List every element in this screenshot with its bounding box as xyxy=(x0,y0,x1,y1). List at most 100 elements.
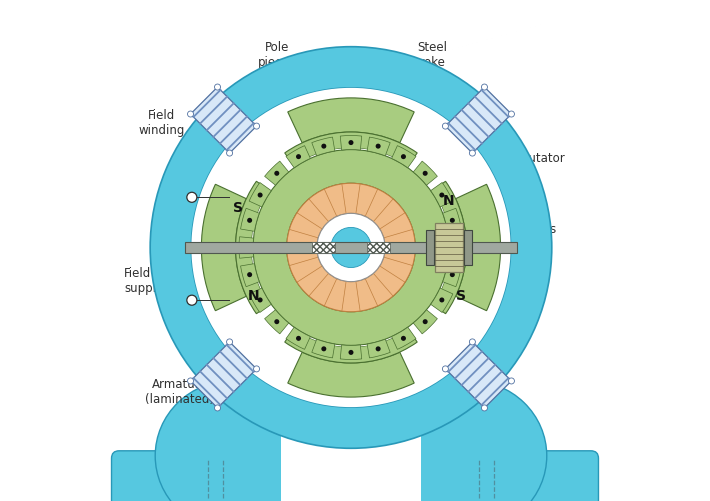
Circle shape xyxy=(401,155,406,160)
Wedge shape xyxy=(432,182,466,314)
Text: +: + xyxy=(172,191,182,204)
Text: Conductors
in slots: Conductors in slots xyxy=(445,223,557,251)
Circle shape xyxy=(258,298,263,303)
Wedge shape xyxy=(285,329,417,363)
Wedge shape xyxy=(249,289,271,313)
Wedge shape xyxy=(413,162,437,186)
Wedge shape xyxy=(236,182,270,314)
Wedge shape xyxy=(392,328,416,350)
Ellipse shape xyxy=(155,381,311,501)
Circle shape xyxy=(422,171,427,176)
Text: N: N xyxy=(247,289,259,303)
Text: N: N xyxy=(443,193,454,207)
Wedge shape xyxy=(442,264,462,287)
Circle shape xyxy=(251,149,450,347)
Wedge shape xyxy=(442,209,462,232)
Text: Field
supply: Field supply xyxy=(124,267,163,295)
Circle shape xyxy=(244,245,248,250)
Circle shape xyxy=(439,193,444,198)
Circle shape xyxy=(214,405,221,411)
Circle shape xyxy=(349,141,354,146)
Circle shape xyxy=(450,218,455,223)
Circle shape xyxy=(481,85,488,91)
Wedge shape xyxy=(449,237,463,259)
Wedge shape xyxy=(285,133,417,167)
Circle shape xyxy=(349,350,354,355)
Circle shape xyxy=(247,218,252,223)
Circle shape xyxy=(317,214,385,282)
Wedge shape xyxy=(288,99,414,144)
Circle shape xyxy=(469,151,476,157)
Text: S: S xyxy=(457,289,466,303)
Circle shape xyxy=(192,89,510,407)
Circle shape xyxy=(226,339,233,345)
Wedge shape xyxy=(312,340,335,358)
Wedge shape xyxy=(312,138,335,156)
Wedge shape xyxy=(286,146,310,168)
FancyBboxPatch shape xyxy=(367,243,390,253)
Wedge shape xyxy=(431,183,453,207)
Polygon shape xyxy=(190,342,256,408)
Circle shape xyxy=(422,320,427,325)
Ellipse shape xyxy=(391,381,547,501)
Wedge shape xyxy=(286,328,310,350)
Polygon shape xyxy=(445,342,511,408)
Wedge shape xyxy=(367,340,390,358)
Text: Field
winding: Field winding xyxy=(138,109,250,141)
Text: −: − xyxy=(171,294,182,308)
Circle shape xyxy=(187,378,194,384)
Circle shape xyxy=(296,155,301,160)
Circle shape xyxy=(401,336,406,341)
Wedge shape xyxy=(340,136,361,151)
Wedge shape xyxy=(202,185,246,311)
Text: Armature
(laminated): Armature (laminated) xyxy=(145,325,283,405)
Circle shape xyxy=(274,171,279,176)
Circle shape xyxy=(253,124,260,130)
FancyBboxPatch shape xyxy=(435,224,463,272)
Wedge shape xyxy=(392,146,416,168)
Wedge shape xyxy=(288,352,414,397)
Circle shape xyxy=(454,245,459,250)
Text: Steel
yoke: Steel yoke xyxy=(391,41,448,69)
Circle shape xyxy=(226,151,233,157)
Wedge shape xyxy=(241,209,259,232)
Circle shape xyxy=(331,228,371,268)
Text: S: S xyxy=(233,201,243,215)
FancyBboxPatch shape xyxy=(280,431,421,501)
Circle shape xyxy=(508,112,515,118)
Circle shape xyxy=(187,193,197,203)
Circle shape xyxy=(322,144,327,149)
Circle shape xyxy=(258,193,263,198)
Circle shape xyxy=(187,296,197,306)
Circle shape xyxy=(508,378,515,384)
Text: Pole
pieces: Pole pieces xyxy=(258,41,304,119)
FancyBboxPatch shape xyxy=(464,230,472,266)
Wedge shape xyxy=(265,162,289,186)
Circle shape xyxy=(450,273,455,278)
Text: Carbon
brushes: Carbon brushes xyxy=(453,261,537,307)
Circle shape xyxy=(481,405,488,411)
Wedge shape xyxy=(431,289,453,313)
Polygon shape xyxy=(445,88,511,154)
Wedge shape xyxy=(413,310,437,334)
Circle shape xyxy=(439,298,444,303)
Wedge shape xyxy=(456,185,501,311)
FancyBboxPatch shape xyxy=(426,230,434,266)
Circle shape xyxy=(376,144,381,149)
Wedge shape xyxy=(340,345,361,360)
FancyBboxPatch shape xyxy=(312,243,334,253)
Circle shape xyxy=(247,273,252,278)
Circle shape xyxy=(442,124,449,130)
Circle shape xyxy=(469,339,476,345)
Wedge shape xyxy=(241,264,259,287)
Circle shape xyxy=(296,336,301,341)
FancyBboxPatch shape xyxy=(185,243,517,253)
Circle shape xyxy=(214,85,221,91)
Circle shape xyxy=(322,347,327,352)
Wedge shape xyxy=(367,138,390,156)
Wedge shape xyxy=(239,237,253,259)
Circle shape xyxy=(253,366,260,372)
Circle shape xyxy=(187,112,194,118)
Wedge shape xyxy=(249,183,271,207)
FancyBboxPatch shape xyxy=(111,451,599,501)
